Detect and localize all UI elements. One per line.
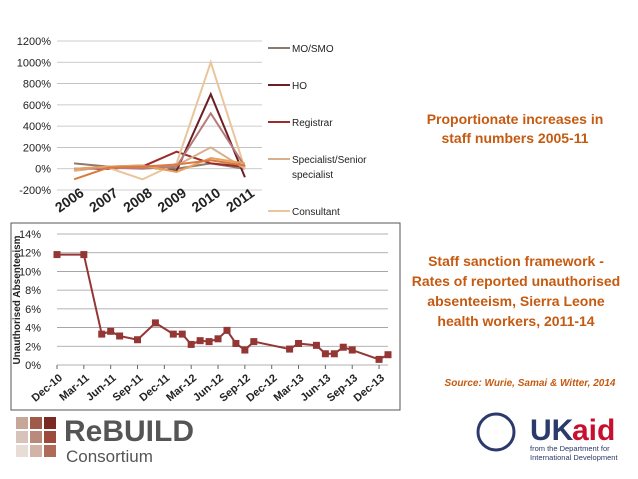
y-tick-label: 0% (25, 360, 41, 372)
logo-text: aid (572, 414, 615, 447)
legend-line: specialist (292, 170, 333, 181)
title-line: health workers, 2011-14 (437, 313, 594, 329)
title-line: Rates of reported unauthorised (412, 273, 620, 289)
title-line: staff numbers 2005-11 (441, 130, 588, 146)
rebuild-logo: ReBUILD Consortium (16, 415, 194, 466)
y-tick-label: 800% (23, 79, 51, 91)
logo-text: ReBUILD (64, 415, 194, 448)
crest (476, 412, 516, 452)
logo-caption: from the Department for International De… (530, 444, 618, 462)
data-point (107, 327, 115, 335)
data-point (205, 338, 213, 346)
series-line (74, 157, 246, 173)
data-point (384, 351, 392, 359)
data-point (348, 346, 356, 354)
x-tick-label: Dec-10 (30, 372, 65, 404)
y-axis-label: Unauthorised Absenteeism (12, 235, 23, 364)
x-tick-label: Mar-11 (57, 372, 91, 404)
data-point (98, 330, 106, 338)
x-tick-label: 2010 (189, 184, 224, 215)
logo-square (30, 417, 42, 429)
data-point (330, 350, 338, 358)
data-point (116, 332, 124, 340)
chart-title: Staff sanction framework - Rates of repor… (412, 253, 620, 329)
x-tick-label: Dec-13 (352, 372, 387, 404)
legend-label: HO (292, 81, 307, 92)
data-point (169, 330, 177, 338)
data-point (80, 251, 88, 259)
source: Source: Wurie, Samai & Witter, 2014 (445, 378, 616, 389)
data-point (223, 326, 231, 334)
data-point (250, 338, 258, 346)
data-point (187, 340, 195, 348)
y-tick-label: 6% (25, 304, 41, 316)
logo-square (30, 431, 42, 443)
logo-text: UK (530, 414, 574, 447)
y-tick-label: 0% (35, 164, 51, 176)
y-tick-label: 10% (19, 266, 41, 278)
logo-square (16, 417, 28, 429)
y-tick-label: 1200% (17, 36, 51, 48)
series-line (57, 253, 389, 361)
x-tick-label: 2008 (120, 184, 155, 215)
logo-square (16, 431, 28, 443)
y-tick-label: -200% (19, 185, 51, 197)
logo-square (44, 417, 56, 429)
chart-title: Proportionate increases in staff numbers … (427, 111, 604, 146)
title-line: absenteeism, Sierra Leone (427, 293, 605, 309)
legend-label: Consultant (292, 207, 340, 218)
y-tick-label: 600% (23, 100, 51, 112)
x-tick-label: 2011 (223, 185, 257, 216)
y-tick-label: 8% (25, 285, 41, 297)
legend-label: Specialist/Senior specialist (292, 155, 367, 181)
data-point (321, 350, 329, 358)
y-tick-label: 14% (19, 229, 41, 241)
x-tick-label: 2006 (52, 184, 87, 215)
data-point (312, 341, 320, 349)
x-tick-label: 2009 (154, 184, 189, 215)
chart-border (10, 222, 401, 411)
y-tick-label: 2% (25, 341, 41, 353)
logo-text: Consortium (66, 447, 153, 466)
data-point (232, 339, 240, 347)
data-point (339, 343, 347, 351)
legend-label: MO/SMO (292, 44, 334, 55)
data-point (241, 346, 249, 354)
data-point (53, 251, 61, 259)
title-line: Proportionate increases in (427, 111, 604, 127)
series-line (73, 159, 246, 181)
logo-square (44, 445, 56, 457)
data-point (196, 337, 204, 345)
data-point (295, 339, 303, 347)
x-tick-label: 2007 (86, 184, 121, 215)
data-point (151, 319, 159, 327)
y-tick-label: 1000% (17, 57, 51, 69)
data-point (178, 330, 186, 338)
logo-square (16, 445, 28, 457)
logo-square (44, 431, 56, 443)
y-tick-label: 400% (23, 121, 51, 133)
y-tick-label: 200% (23, 142, 51, 154)
legend-label: Registrar (292, 118, 333, 129)
title-line: Staff sanction framework - (428, 253, 604, 269)
data-point (214, 335, 222, 343)
y-tick-label: 4% (25, 323, 41, 335)
y-tick-label: 12% (19, 248, 41, 260)
ukaid-logo: UK aid from the Department for Internati… (476, 412, 618, 462)
data-point (375, 355, 383, 363)
data-point (134, 336, 142, 344)
logo-square (30, 445, 42, 457)
data-point (286, 345, 294, 353)
legend-line: Specialist/Senior (292, 155, 367, 166)
logo-caption-box: from the Department for International De… (530, 444, 618, 462)
